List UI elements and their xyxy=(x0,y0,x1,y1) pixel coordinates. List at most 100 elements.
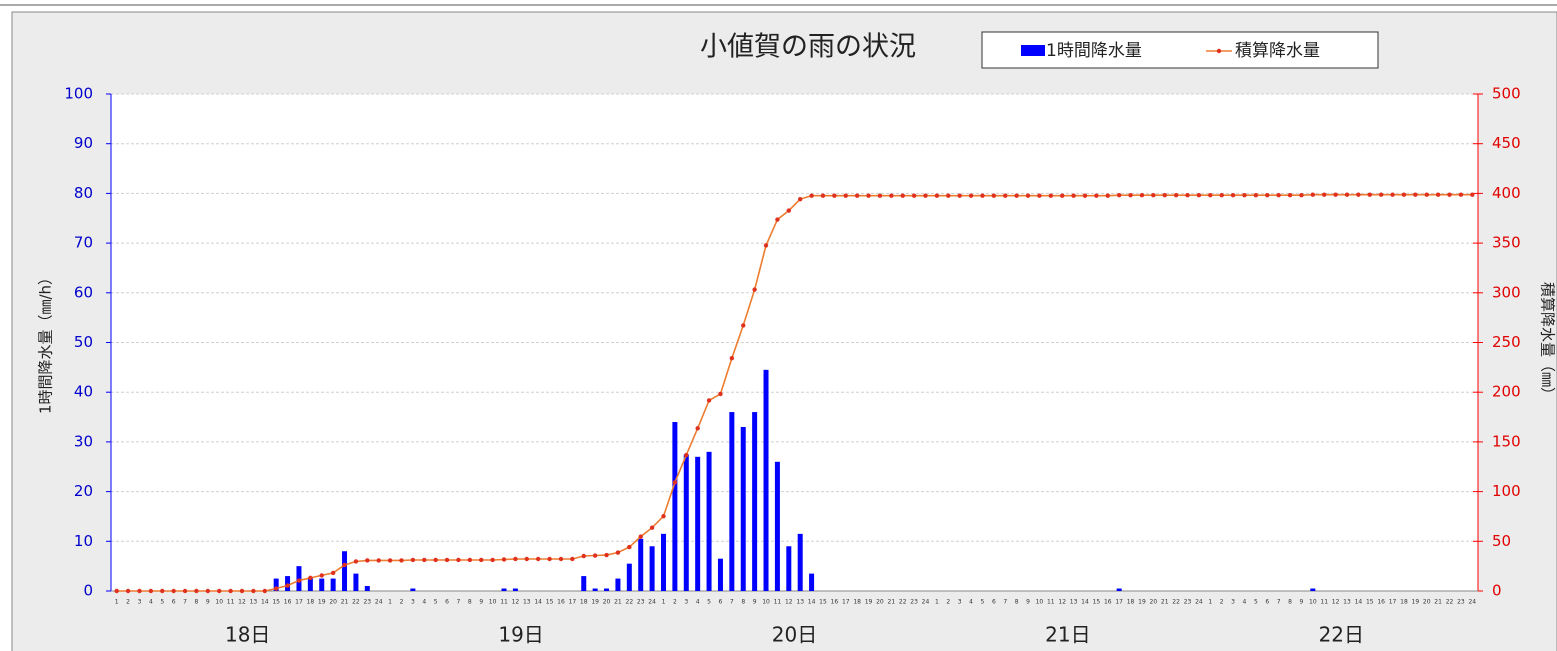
x-tick-label: 17 xyxy=(1115,599,1123,606)
y2-tick-label: 500 xyxy=(1492,85,1521,103)
line-marker xyxy=(1037,193,1042,198)
x-tick-label: 15 xyxy=(546,599,554,606)
x-tick-label: 2 xyxy=(126,599,130,606)
line-marker xyxy=(592,553,598,558)
line-marker xyxy=(1230,192,1236,198)
x-tick-label: 20 xyxy=(1423,599,1431,606)
line-marker xyxy=(570,556,575,562)
x-tick-label: 2 xyxy=(946,599,950,606)
line-marker xyxy=(900,193,905,198)
legend-swatch xyxy=(1021,45,1045,56)
bar xyxy=(1116,588,1122,591)
line-marker xyxy=(353,559,359,564)
x-tick-label: 24 xyxy=(922,599,930,606)
x-tick-label: 10 xyxy=(489,599,497,606)
x-tick-label: 18 xyxy=(1127,599,1135,606)
line-marker xyxy=(365,558,370,563)
line-marker xyxy=(991,193,997,198)
line-marker xyxy=(1276,192,1281,198)
line-marker xyxy=(672,480,678,485)
x-tick-label: 22 xyxy=(352,599,360,606)
x-tick-label: 7 xyxy=(183,599,187,606)
line-marker xyxy=(319,573,324,578)
line-marker xyxy=(524,556,529,562)
x-tick-label: 17 xyxy=(1389,599,1397,606)
x-tick-label: 10 xyxy=(762,599,770,606)
line-marker xyxy=(1287,192,1293,198)
y-tick-label: 40 xyxy=(74,383,93,401)
bar xyxy=(763,369,769,591)
x-tick-label: 3 xyxy=(1231,599,1235,606)
x-tick-label: 8 xyxy=(1015,599,1019,606)
bar xyxy=(649,546,655,591)
line-marker xyxy=(649,525,655,530)
line-marker xyxy=(1447,192,1452,197)
line-marker xyxy=(182,588,188,594)
line-marker xyxy=(1253,192,1259,198)
line-marker xyxy=(615,550,621,555)
x-tick-label: 17 xyxy=(295,599,303,606)
line-marker xyxy=(775,217,780,222)
line-marker xyxy=(262,588,267,594)
x-tick-label: 14 xyxy=(534,599,542,606)
x-tick-label: 1 xyxy=(388,599,392,606)
x-tick-label: 1 xyxy=(935,599,939,606)
y-axis-label: 1時間降水量（㎜/h） xyxy=(37,270,55,414)
x-tick-label: 19 xyxy=(318,599,326,606)
line-marker xyxy=(1048,193,1054,198)
x-tick-label: 9 xyxy=(753,599,757,606)
x-tick-label: 9 xyxy=(479,599,483,606)
x-tick-label: 12 xyxy=(1058,599,1066,606)
line-marker xyxy=(1310,192,1316,197)
x-tick-label: 24 xyxy=(648,599,656,606)
x-tick-label: 11 xyxy=(774,599,782,606)
bar xyxy=(364,586,370,591)
day-label: 20日 xyxy=(772,623,817,647)
bar xyxy=(774,461,780,591)
line-marker xyxy=(1424,192,1429,197)
x-tick-label: 2 xyxy=(1220,599,1224,606)
y2-tick-label: 200 xyxy=(1492,383,1521,401)
line-marker xyxy=(148,588,154,594)
bar xyxy=(615,578,621,591)
x-tick-label: 23 xyxy=(1184,599,1192,606)
x-tick-label: 4 xyxy=(696,599,700,606)
x-tick-label: 8 xyxy=(741,599,745,606)
line-marker xyxy=(706,398,712,403)
line-marker xyxy=(1196,192,1202,198)
y-tick-label: 50 xyxy=(74,333,93,351)
bar xyxy=(353,573,359,591)
line-marker xyxy=(763,243,769,248)
line-marker xyxy=(513,556,518,562)
line-marker xyxy=(1139,192,1145,198)
x-tick-label: 10 xyxy=(215,599,223,606)
bar xyxy=(740,426,746,591)
x-tick-label: 16 xyxy=(1377,599,1385,606)
line-marker xyxy=(296,578,302,583)
x-tick-label: 22 xyxy=(626,599,634,606)
x-tick-label: 21 xyxy=(888,599,896,606)
x-tick-label: 9 xyxy=(1300,599,1304,606)
x-tick-label: 24 xyxy=(1468,599,1476,606)
line-marker xyxy=(410,557,416,563)
line-marker xyxy=(501,557,507,562)
line-marker xyxy=(547,556,552,562)
bar xyxy=(330,578,336,591)
bar xyxy=(410,588,416,591)
line-marker xyxy=(125,588,131,594)
line-marker xyxy=(160,588,165,594)
x-tick-label: 6 xyxy=(445,599,449,606)
x-tick-label: 13 xyxy=(250,599,258,606)
line-marker xyxy=(1185,192,1190,198)
y-tick-label: 100 xyxy=(64,85,93,103)
line-marker xyxy=(1162,192,1167,198)
x-tick-label: 16 xyxy=(284,599,292,606)
bar xyxy=(1310,588,1316,591)
x-tick-label: 19 xyxy=(1412,599,1420,606)
x-tick-label: 3 xyxy=(684,599,688,606)
line-marker xyxy=(866,193,871,198)
line-marker xyxy=(171,588,176,594)
x-tick-label: 8 xyxy=(1288,599,1292,606)
line-marker xyxy=(456,557,461,563)
line-marker xyxy=(797,196,803,202)
